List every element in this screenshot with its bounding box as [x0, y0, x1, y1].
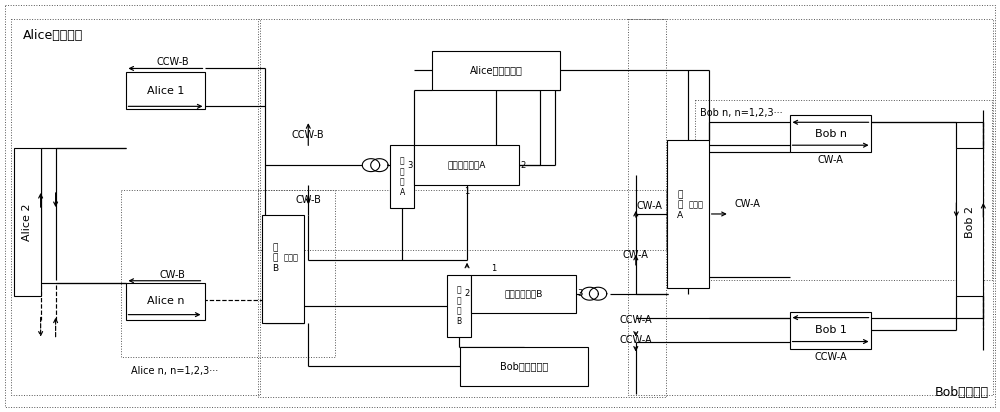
Text: CW-A: CW-A: [818, 155, 843, 165]
Text: CW-A: CW-A: [637, 201, 663, 211]
Text: 相位调: 相位调: [688, 201, 703, 210]
Text: CW-A: CW-A: [623, 250, 649, 260]
Text: 耦
合
器
B: 耦 合 器 B: [456, 286, 462, 326]
Bar: [471, 275, 576, 313]
Bar: [258, 19, 666, 250]
Text: 相位调: 相位调: [284, 253, 299, 262]
Text: CW-B: CW-B: [295, 195, 321, 205]
Text: Bob 2: Bob 2: [965, 206, 975, 238]
Bar: [126, 283, 205, 320]
Text: 2: 2: [465, 289, 470, 298]
Bar: [14, 148, 41, 296]
Bar: [447, 275, 471, 337]
Text: 耦
合
器
A: 耦 合 器 A: [400, 157, 405, 197]
Text: Alice 2: Alice 2: [22, 203, 32, 241]
Bar: [460, 346, 588, 386]
Text: 1: 1: [464, 187, 470, 196]
Text: CW-A: CW-A: [735, 199, 761, 209]
Text: Alice 1: Alice 1: [147, 86, 184, 96]
Text: CCW-A: CCW-A: [619, 315, 652, 325]
Bar: [432, 51, 560, 90]
Text: 3: 3: [577, 289, 582, 298]
Bar: [262, 215, 304, 323]
Text: CCW-A: CCW-A: [619, 335, 652, 344]
Text: 光路选通装置A: 光路选通装置A: [447, 161, 486, 170]
Bar: [790, 311, 871, 349]
Text: 3: 3: [408, 161, 413, 170]
Bar: [414, 145, 519, 185]
Bar: [390, 145, 414, 208]
Text: CW-B: CW-B: [160, 270, 185, 280]
Text: Bob n: Bob n: [815, 129, 847, 139]
Bar: [11, 19, 260, 396]
Bar: [956, 148, 983, 296]
Text: Bob 1: Bob 1: [815, 325, 846, 335]
Bar: [790, 115, 871, 152]
Text: Alice n, n=1,2,3···: Alice n, n=1,2,3···: [131, 366, 218, 377]
Text: CCW-A: CCW-A: [814, 351, 847, 361]
Text: Alice端耦合单元: Alice端耦合单元: [470, 66, 522, 75]
Text: 光路选通装置B: 光路选通装置B: [504, 289, 543, 298]
Text: CCW-B: CCW-B: [292, 130, 325, 140]
Bar: [695, 101, 992, 280]
Text: Bob端耦合单元: Bob端耦合单元: [500, 361, 548, 372]
Text: 1: 1: [491, 264, 497, 273]
Text: 2: 2: [520, 161, 525, 170]
Bar: [121, 190, 335, 358]
Bar: [628, 19, 993, 396]
Text: Alice多用户端: Alice多用户端: [23, 28, 83, 42]
Text: Bob n, n=1,2,3···: Bob n, n=1,2,3···: [700, 108, 782, 118]
Bar: [667, 140, 709, 288]
Text: Alice n: Alice n: [147, 296, 184, 306]
Text: CCW-B: CCW-B: [156, 58, 189, 68]
Text: Bob多用户端: Bob多用户端: [935, 386, 989, 399]
Bar: [126, 73, 205, 109]
Text: 制
器
A: 制 器 A: [677, 190, 683, 220]
Bar: [258, 190, 666, 397]
Text: 制
器
B: 制 器 B: [272, 243, 278, 273]
